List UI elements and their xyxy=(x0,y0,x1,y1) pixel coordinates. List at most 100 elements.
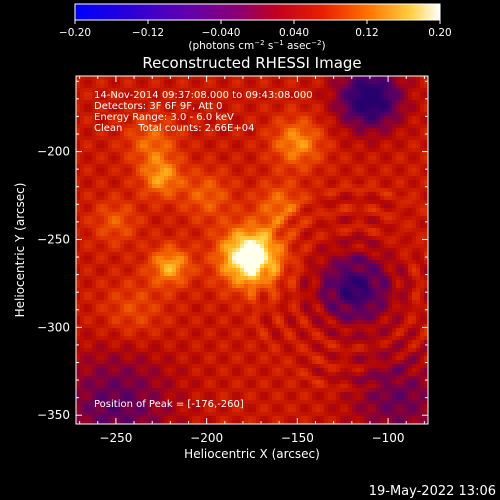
heatmap-cell xyxy=(180,120,184,124)
heatmap-cell xyxy=(268,256,272,260)
heatmap-cell xyxy=(404,176,408,180)
heatmap-cell xyxy=(260,76,264,80)
heatmap-cell xyxy=(308,104,312,108)
heatmap-cell xyxy=(404,104,408,108)
heatmap-cell xyxy=(352,112,356,116)
heatmap-cell xyxy=(212,92,216,96)
heatmap-cell xyxy=(256,240,260,244)
heatmap-cell xyxy=(140,196,144,200)
heatmap-cell xyxy=(272,264,276,268)
heatmap-cell xyxy=(296,256,300,260)
heatmap-cell xyxy=(384,80,388,84)
heatmap-cell xyxy=(344,104,348,108)
heatmap-cell xyxy=(108,176,112,180)
heatmap-cell xyxy=(148,272,152,276)
heatmap-cell xyxy=(236,252,240,256)
heatmap-cell xyxy=(96,300,100,304)
heatmap-cell xyxy=(404,272,408,276)
heatmap-cell xyxy=(112,152,116,156)
heatmap-cell xyxy=(372,152,376,156)
heatmap-cell xyxy=(148,148,152,152)
heatmap-cell xyxy=(76,228,80,232)
heatmap-cell xyxy=(148,224,152,228)
heatmap-cell xyxy=(92,80,96,84)
heatmap-cell xyxy=(356,184,360,188)
heatmap-cell xyxy=(76,136,80,140)
heatmap-cell xyxy=(140,88,144,92)
heatmap-cell xyxy=(264,76,268,80)
heatmap-cell xyxy=(156,220,160,224)
heatmap-cell xyxy=(168,224,172,228)
heatmap-cell xyxy=(312,104,316,108)
heatmap-cell xyxy=(160,224,164,228)
heatmap-cell xyxy=(176,224,180,228)
heatmap-cell xyxy=(376,96,380,100)
heatmap-cell xyxy=(120,184,124,188)
heatmap-cell xyxy=(184,132,188,136)
heatmap-cell xyxy=(316,164,320,168)
heatmap-cell xyxy=(160,236,164,240)
heatmap-cell xyxy=(88,84,92,88)
heatmap-cell xyxy=(316,120,320,124)
heatmap-cell xyxy=(236,192,240,196)
heatmap-cell xyxy=(160,276,164,280)
heatmap-cell xyxy=(244,172,248,176)
heatmap-cell xyxy=(408,252,412,256)
heatmap-cell xyxy=(276,120,280,124)
heatmap-cell xyxy=(132,204,136,208)
heatmap-cell xyxy=(240,236,244,240)
heatmap-cell xyxy=(412,252,416,256)
heatmap-cell xyxy=(236,144,240,148)
heatmap-cell xyxy=(128,236,132,240)
heatmap-cell xyxy=(376,164,380,168)
heatmap-cell xyxy=(364,280,368,284)
heatmap-cell xyxy=(180,212,184,216)
heatmap-cell xyxy=(264,152,268,156)
heatmap-cell xyxy=(380,248,384,252)
heatmap-cell xyxy=(252,120,256,124)
heatmap-cell xyxy=(396,192,400,196)
heatmap-cell xyxy=(268,280,272,284)
heatmap-cell xyxy=(112,256,116,260)
heatmap-cell xyxy=(208,264,212,268)
heatmap-cell xyxy=(320,232,324,236)
heatmap-cell xyxy=(120,240,124,244)
heatmap-cell xyxy=(372,136,376,140)
heatmap-cell xyxy=(220,88,224,92)
heatmap-cell xyxy=(368,96,372,100)
heatmap-cell xyxy=(124,76,128,80)
heatmap-cell xyxy=(76,252,80,256)
heatmap-cell xyxy=(256,152,260,156)
heatmap-cell xyxy=(192,240,196,244)
heatmap-cell xyxy=(156,192,160,196)
heatmap-cell xyxy=(308,264,312,268)
heatmap-cell xyxy=(324,232,328,236)
heatmap-cell xyxy=(232,284,236,288)
heatmap-cell xyxy=(172,184,176,188)
heatmap-cell xyxy=(108,120,112,124)
heatmap-cell xyxy=(368,128,372,132)
heatmap-cell xyxy=(352,100,356,104)
heatmap-cell xyxy=(208,216,212,220)
heatmap-cell xyxy=(408,284,412,288)
heatmap-cell xyxy=(284,244,288,248)
heatmap-cell xyxy=(80,288,84,292)
heatmap-cell xyxy=(336,212,340,216)
heatmap-cell xyxy=(184,116,188,120)
heatmap-cell xyxy=(316,192,320,196)
heatmap-cell xyxy=(216,156,220,160)
heatmap-cell xyxy=(424,160,428,164)
heatmap-cell xyxy=(140,236,144,240)
heatmap-cell xyxy=(108,140,112,144)
heatmap-cell xyxy=(160,284,164,288)
heatmap-cell xyxy=(224,200,228,204)
heatmap-cell xyxy=(256,148,260,152)
heatmap-cell xyxy=(292,260,296,264)
heatmap-cell xyxy=(404,232,408,236)
heatmap-cell xyxy=(128,168,132,172)
heatmap-cell xyxy=(404,84,408,88)
heatmap-cell xyxy=(132,256,136,260)
heatmap-cell xyxy=(368,200,372,204)
heatmap-cell xyxy=(220,116,224,120)
heatmap-cell xyxy=(264,88,268,92)
